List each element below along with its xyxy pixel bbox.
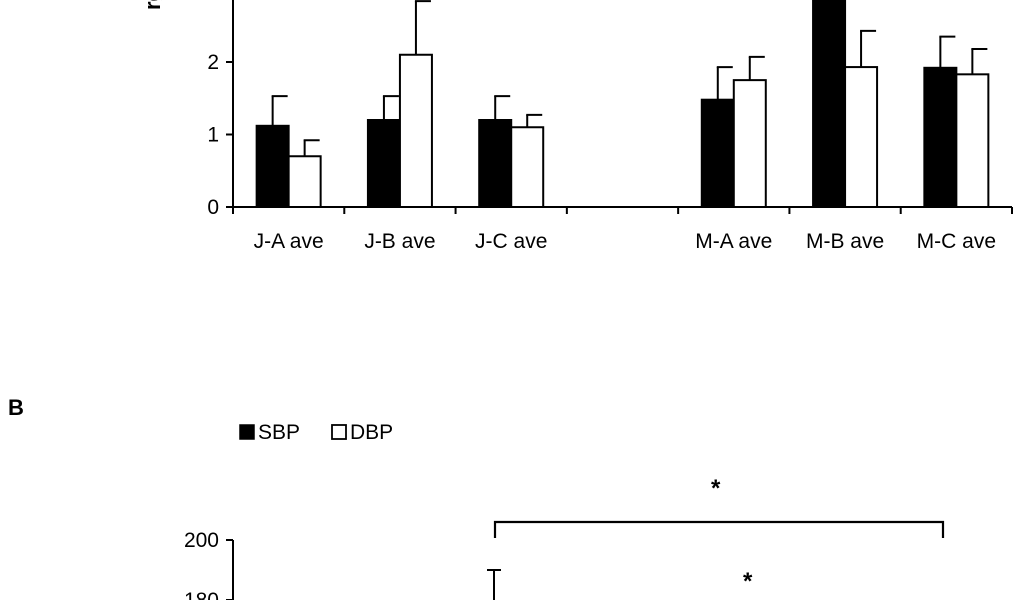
dbp-bar [287,155,322,208]
significance-star-lower: * [743,568,753,595]
legend-dbp-label: DBP [350,421,393,444]
sbp-bar [923,66,958,208]
significance-star-top: * [711,475,721,502]
y-tick-label: 2 [207,51,219,74]
category-label: M-C ave [917,230,996,253]
panel-b-label: B [8,395,24,420]
panel-a-x-axis [232,206,1013,214]
sbp-bar [255,124,290,208]
panel-a-category-labels: J-A ave J-B ave J-C ave M-A ave M-B ave M-C a… [254,230,996,253]
sbp-bar [812,0,847,208]
legend-sbp-swatch [239,424,255,440]
y-tick-label: 0 [207,196,219,219]
sbp-bar [700,98,735,208]
panel-a-ylabel-fragment: rg [140,0,165,10]
sbp-bar [478,119,513,208]
legend-sbp-label: SBP [258,421,300,444]
panel-a-bars [255,0,990,208]
dbp-bar [844,66,879,208]
y-tick-label: 200 [184,529,219,552]
dbp-bar [510,126,545,208]
dbp-bar [398,53,433,208]
category-label: J-B ave [364,230,435,253]
dbp-bar [955,73,990,208]
y-tick-label: 1 [207,124,219,147]
panel-a-chart: rg 0 1 2 J-A ave J-B ave J-C ave M-A ave M-B a… [140,0,1013,253]
panel-b-chart: B SBP DBP * * 200 180 [8,395,945,600]
significance-bracket [493,520,945,538]
panel-a-error-bars [271,0,988,157]
panel-a-y-axis: 0 1 2 [207,0,234,219]
legend-dbp-swatch [331,424,347,440]
panel-b-y-axis: 200 180 [184,529,234,600]
category-label: J-C ave [475,230,547,253]
sbp-bar [366,119,401,208]
panel-b-error-bars [487,569,501,600]
legend: SBP DBP [239,421,393,444]
category-label: J-A ave [254,230,324,253]
y-tick-label: 180 [184,589,219,600]
dbp-bar [732,79,767,208]
category-label: M-B ave [806,230,884,253]
category-label: M-A ave [695,230,772,253]
